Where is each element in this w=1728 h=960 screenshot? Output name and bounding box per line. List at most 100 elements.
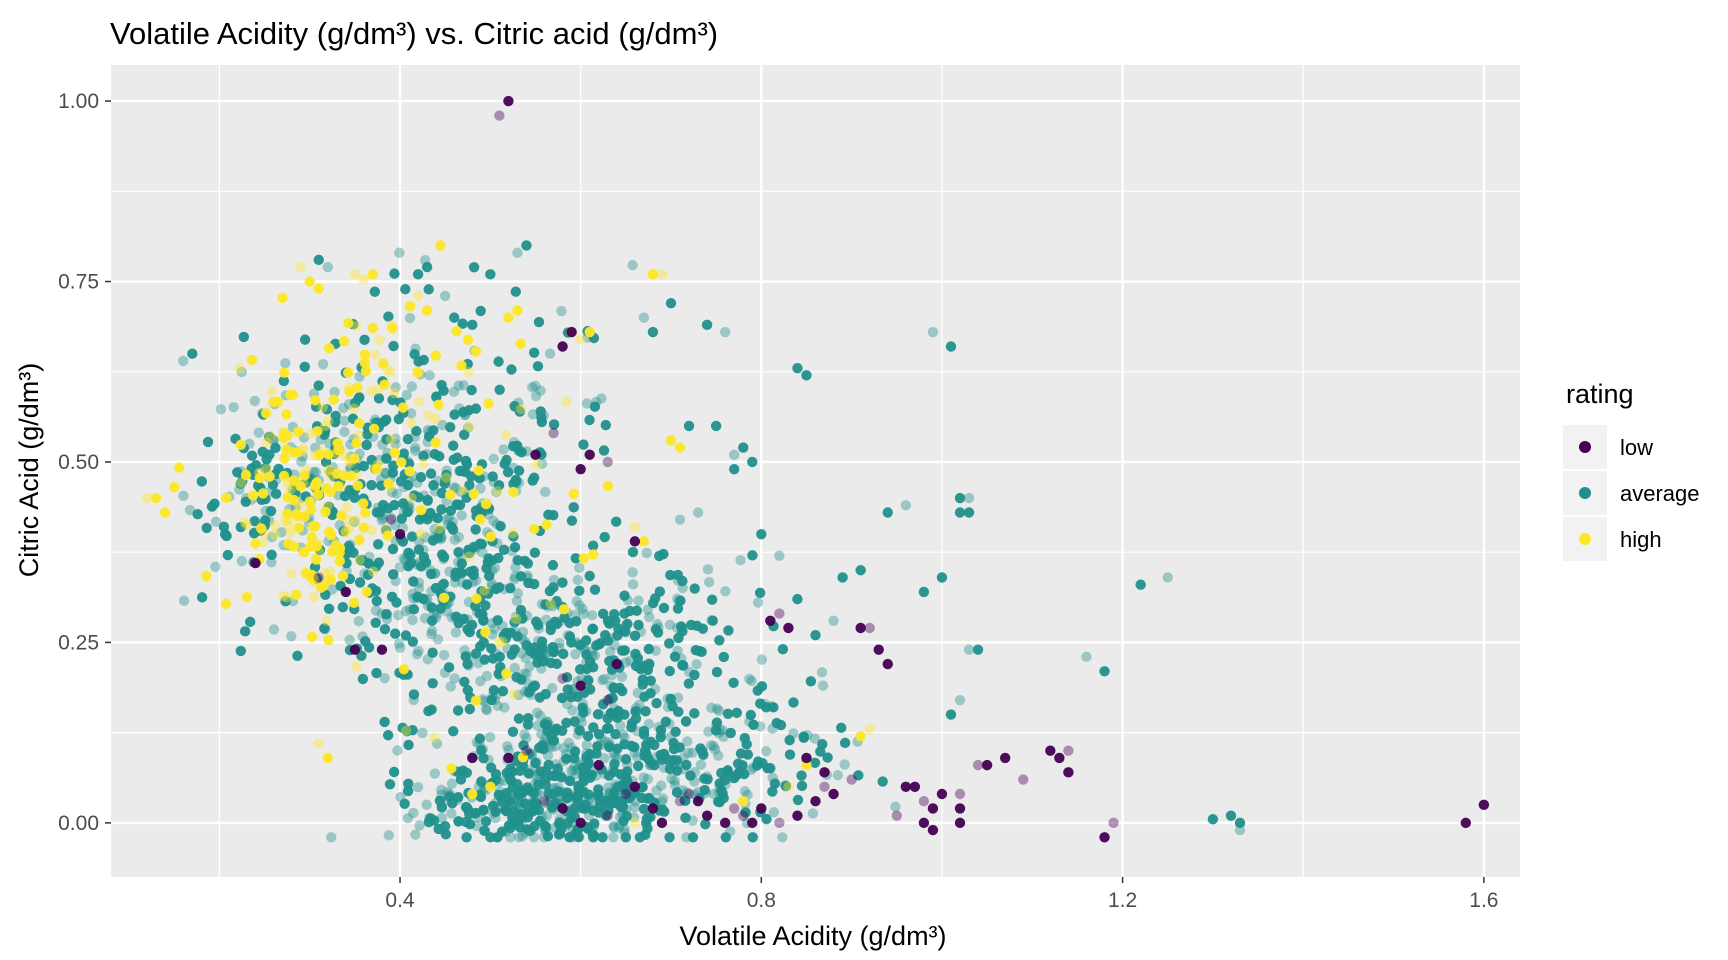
average-point: [589, 584, 601, 595]
high-point: [358, 273, 369, 285]
average-point: [581, 740, 592, 751]
high-point: [150, 492, 162, 504]
average-point: [665, 693, 676, 705]
average-point: [519, 729, 530, 740]
average-point: [561, 753, 572, 764]
high-point: [389, 387, 400, 399]
average-point: [389, 268, 400, 279]
average-point: [196, 476, 208, 487]
average-point: [516, 647, 527, 659]
low-point: [250, 557, 261, 569]
average-point: [488, 453, 499, 465]
high-point: [321, 615, 332, 626]
average-point: [582, 730, 594, 742]
high-point: [503, 312, 514, 323]
average-point: [711, 666, 723, 678]
average-point: [571, 596, 582, 607]
average-point: [748, 719, 759, 731]
average-point: [454, 499, 466, 511]
average-point: [236, 555, 248, 567]
average-point: [1225, 810, 1237, 821]
average-point: [464, 703, 475, 715]
high-point: [467, 788, 478, 800]
average-point: [593, 728, 605, 740]
average-point: [491, 648, 502, 660]
average-point: [354, 577, 366, 588]
average-point: [209, 498, 220, 509]
average-point: [581, 398, 593, 409]
average-point: [604, 646, 616, 657]
high-point: [310, 554, 322, 565]
average-point: [532, 619, 544, 631]
average-point: [475, 305, 486, 317]
average-point: [513, 477, 525, 488]
average-point: [461, 832, 472, 843]
average-point: [900, 500, 912, 511]
average-point: [645, 688, 656, 699]
high-point: [317, 402, 329, 413]
average-point: [669, 651, 681, 662]
average-point: [440, 829, 452, 840]
average-point: [669, 775, 680, 787]
average-point: [709, 744, 721, 755]
average-point: [434, 525, 446, 537]
low-point: [503, 95, 514, 107]
high-point: [235, 439, 247, 450]
high-point: [384, 366, 396, 378]
average-point: [564, 631, 576, 642]
high-point: [385, 434, 397, 445]
average-point: [359, 568, 370, 579]
average-point: [372, 539, 384, 550]
high-point: [315, 582, 327, 593]
average-point: [954, 694, 966, 706]
high-point: [404, 301, 416, 312]
average-point: [604, 741, 615, 753]
high-point: [485, 781, 496, 792]
high-point: [292, 447, 303, 458]
average-point: [627, 579, 639, 590]
average-point: [619, 590, 630, 601]
average-point: [633, 595, 644, 606]
average-point: [656, 796, 668, 807]
high-point: [350, 321, 362, 332]
average-point: [482, 588, 494, 599]
average-point: [807, 808, 819, 819]
average-point: [406, 531, 418, 542]
average-point: [1234, 824, 1246, 836]
high-point: [470, 695, 482, 706]
high-point: [141, 492, 153, 504]
average-point: [420, 557, 432, 568]
average-point: [531, 756, 542, 768]
average-point: [632, 725, 643, 737]
average-point: [769, 778, 781, 789]
average-point: [954, 492, 966, 504]
average-point: [321, 404, 333, 415]
low-point: [801, 752, 812, 764]
average-point: [429, 768, 441, 779]
average-point: [458, 380, 469, 391]
average-point: [393, 638, 405, 649]
average-point: [464, 566, 476, 578]
average-point: [464, 818, 476, 830]
average-point: [505, 822, 516, 834]
average-point: [515, 604, 527, 616]
low-point: [747, 817, 758, 829]
average-point: [591, 748, 602, 759]
average-point: [553, 829, 565, 840]
average-point: [476, 776, 487, 787]
low-point: [394, 528, 406, 540]
high-point: [260, 408, 272, 419]
average-point: [445, 505, 457, 516]
average-point: [630, 796, 641, 807]
average-point: [664, 832, 675, 843]
low-point: [575, 680, 586, 691]
average-point: [487, 580, 498, 592]
average-point: [774, 550, 785, 562]
panel-background: [111, 65, 1520, 877]
high-point: [494, 637, 505, 648]
average-point: [426, 602, 437, 613]
legend-key-low: [1579, 441, 1591, 453]
x-tick-label: 0.4: [385, 889, 415, 912]
average-point: [461, 579, 473, 590]
high-point: [479, 585, 490, 596]
